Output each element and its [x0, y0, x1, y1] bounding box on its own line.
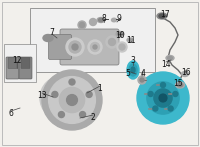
Circle shape — [40, 76, 84, 120]
Text: 13: 13 — [37, 91, 47, 100]
Circle shape — [147, 82, 179, 114]
Text: 8: 8 — [102, 14, 106, 22]
Circle shape — [93, 45, 97, 49]
Text: 4: 4 — [141, 69, 145, 77]
Circle shape — [160, 82, 166, 87]
Circle shape — [117, 42, 127, 52]
Ellipse shape — [131, 67, 135, 73]
Text: 5: 5 — [126, 69, 130, 77]
FancyBboxPatch shape — [6, 57, 19, 79]
Text: 14: 14 — [161, 60, 171, 69]
Ellipse shape — [166, 56, 174, 61]
Text: 10: 10 — [115, 30, 125, 40]
Circle shape — [58, 112, 64, 118]
Circle shape — [69, 79, 75, 85]
Circle shape — [140, 78, 144, 82]
Ellipse shape — [43, 35, 53, 41]
Circle shape — [119, 44, 125, 50]
Circle shape — [80, 22, 85, 27]
Text: 6: 6 — [9, 108, 13, 117]
FancyBboxPatch shape — [49, 35, 72, 60]
Circle shape — [88, 40, 102, 54]
Text: 12: 12 — [12, 56, 22, 65]
Circle shape — [173, 91, 178, 96]
Circle shape — [80, 112, 86, 118]
Circle shape — [67, 95, 77, 105]
Ellipse shape — [157, 13, 167, 19]
Bar — [30, 8, 155, 72]
Text: 1: 1 — [98, 83, 102, 92]
Ellipse shape — [182, 71, 188, 76]
Ellipse shape — [168, 56, 172, 60]
Circle shape — [86, 91, 92, 97]
Circle shape — [91, 42, 100, 51]
Circle shape — [59, 87, 85, 113]
Circle shape — [49, 77, 95, 123]
Ellipse shape — [112, 18, 117, 22]
Circle shape — [159, 94, 167, 102]
Ellipse shape — [177, 83, 183, 87]
Circle shape — [153, 106, 158, 111]
Circle shape — [66, 38, 84, 56]
Circle shape — [69, 41, 81, 53]
Circle shape — [106, 36, 118, 48]
Circle shape — [56, 92, 68, 104]
Ellipse shape — [97, 17, 105, 22]
Ellipse shape — [116, 31, 124, 36]
Text: 9: 9 — [117, 14, 121, 22]
Circle shape — [137, 72, 189, 124]
Circle shape — [154, 89, 172, 107]
Circle shape — [78, 21, 86, 29]
Text: 17: 17 — [160, 10, 170, 19]
Text: 2: 2 — [91, 112, 95, 122]
Ellipse shape — [128, 39, 132, 41]
FancyBboxPatch shape — [19, 57, 32, 79]
Circle shape — [168, 106, 173, 111]
Circle shape — [138, 76, 146, 84]
Bar — [4, 44, 36, 82]
Text: 11: 11 — [126, 35, 136, 45]
Text: 3: 3 — [131, 56, 135, 65]
Circle shape — [90, 19, 97, 25]
Ellipse shape — [127, 61, 139, 79]
Text: 7: 7 — [50, 27, 54, 36]
FancyBboxPatch shape — [21, 57, 30, 69]
Ellipse shape — [129, 64, 137, 76]
FancyBboxPatch shape — [8, 57, 17, 69]
Circle shape — [109, 39, 116, 46]
Circle shape — [52, 91, 58, 97]
FancyBboxPatch shape — [60, 29, 119, 65]
Ellipse shape — [127, 38, 133, 42]
Ellipse shape — [118, 32, 122, 35]
Ellipse shape — [159, 14, 165, 18]
Circle shape — [148, 91, 153, 96]
Ellipse shape — [99, 18, 104, 22]
Text: 15: 15 — [173, 78, 183, 87]
Circle shape — [72, 44, 78, 50]
Circle shape — [48, 84, 76, 112]
Ellipse shape — [176, 82, 184, 88]
Text: 16: 16 — [181, 67, 191, 76]
Circle shape — [42, 70, 102, 130]
